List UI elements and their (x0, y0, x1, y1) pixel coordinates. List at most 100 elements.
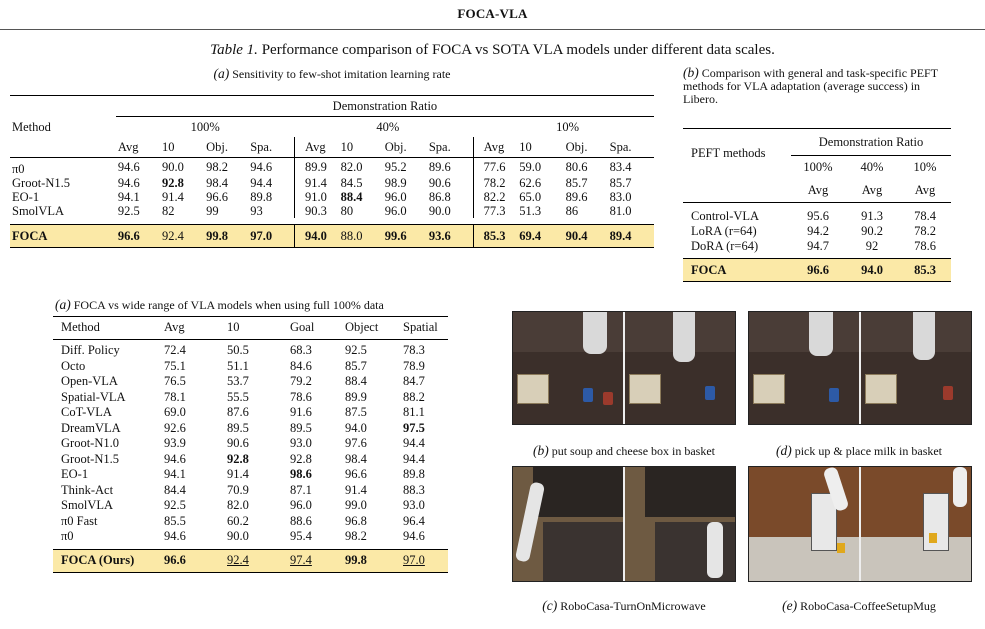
method-cell: EO-1 (61, 467, 89, 481)
value-cell: 65.0 (519, 190, 542, 204)
subcaption-b: (b) Comparison with general and task-spec… (683, 66, 973, 106)
value-cell: 55.5 (227, 389, 249, 404)
value-cell: 90.2 (861, 224, 883, 238)
column-header: Avg (164, 320, 185, 335)
column-header: 10 (340, 140, 354, 154)
value-cell: 86.8 (428, 190, 451, 204)
table-row: π0 Fast 85.5 60.2 88.6 96.8 96.4 (53, 514, 448, 530)
table-row: SmolVLA 92.5 82.0 96.0 99.0 93.0 (53, 498, 448, 514)
value-cell: 82.0 (340, 160, 363, 174)
mug-shape (837, 543, 845, 553)
value-cell: 69.4 (517, 224, 564, 248)
subcaption-text: Sensitivity to few-shot imitation learni… (232, 67, 451, 81)
value-cell: 50.5 (227, 343, 249, 357)
value-cell: 78.3 (403, 343, 425, 357)
table-row: EO-1 94.1 91.4 98.6 96.6 89.8 (53, 467, 448, 483)
value-cell: 92.5 (117, 204, 140, 218)
subcaption-text: FOCA vs wide range of VLA models when us… (73, 298, 384, 312)
value-cell: 92.8 (227, 451, 249, 466)
column-header: Spa. (428, 140, 451, 154)
figure-caption-e: (e) RoboCasa-CoffeeSetupMug (738, 598, 980, 614)
value-cell: 97.6 (345, 436, 367, 450)
value-cell: 96.0 (384, 204, 407, 218)
method-cell: Groot-N1.5 (12, 176, 70, 190)
value-cell: 98.9 (384, 176, 407, 190)
value-cell: 94.6 (164, 529, 186, 543)
value-cell: 92 (865, 239, 879, 253)
value-cell: 90.4 (563, 224, 608, 248)
value-cell: 93.0 (290, 436, 312, 450)
value-cell: 91.4 (161, 190, 184, 204)
value-cell: 89.6 (428, 160, 451, 174)
ratio-header: 100% (115, 116, 295, 137)
value-cell: 94.0 (345, 420, 367, 435)
value-cell: 89.8 (403, 467, 425, 481)
method-cell: FOCA (Ours) (53, 549, 156, 572)
value-cell: 87.6 (227, 405, 249, 419)
avg-header: Avg (807, 182, 829, 197)
value-cell: 72.4 (164, 343, 186, 357)
method-header: Method (12, 119, 51, 134)
robot-arm-shape (514, 481, 546, 563)
value-cell: 92.4 (159, 224, 205, 248)
method-cell: SmolVLA (61, 498, 114, 512)
table-row: LoRA (r=64) 94.2 90.2 78.2 (683, 224, 951, 239)
value-cell: 90.0 (161, 160, 184, 174)
demo-ratio-header: Demonstration Ratio (818, 134, 924, 149)
table-row: SmolVLA 92.5 82 99 93 90.3 80 96.0 90.0 77.3 51.3 8… (10, 204, 654, 218)
column-header: Obj. (565, 140, 588, 154)
value-cell: 91.6 (290, 405, 312, 419)
subcaption-text: Comparison with general and task-specifi… (701, 66, 939, 80)
figure-caption-text: RoboCasa-TurnOnMicrowave (560, 599, 706, 613)
value-cell: 94.6 (117, 160, 140, 174)
value-cell: 94.7 (807, 239, 829, 253)
column-header: Avg (293, 137, 339, 158)
can-shape (943, 386, 953, 400)
value-cell: 79.2 (290, 374, 312, 388)
method-cell: DreamVLA (61, 420, 121, 435)
value-cell: 90.0 (428, 204, 451, 218)
value-cell: 98.2 (206, 160, 228, 174)
value-cell: 91.0 (293, 190, 339, 204)
value-cell: 88.3 (403, 482, 425, 497)
column-header: 10 (519, 140, 532, 154)
column-header: Object (345, 320, 379, 335)
ratio-header: 40% (845, 155, 899, 178)
value-cell: 94.4 (403, 436, 425, 450)
value-cell: 97.0 (248, 224, 295, 248)
value-cell: 96.0 (384, 190, 407, 204)
figure-caption-text: RoboCasa-CoffeeSetupMug (800, 599, 936, 613)
column-header: Spatial (403, 320, 438, 335)
subcaption-tag: (a) (55, 297, 71, 312)
counter-shape (861, 537, 971, 581)
value-cell: 94.2 (807, 224, 829, 238)
column-header: Spa. (250, 140, 273, 154)
method-cell: Diff. Policy (61, 343, 120, 357)
value-cell: 84.4 (164, 482, 186, 497)
value-cell: 95.6 (807, 209, 829, 223)
value-cell: 96.0 (290, 498, 312, 512)
value-cell: 88.2 (403, 389, 425, 404)
can-shape (829, 388, 839, 402)
table-row: Diff. Policy 72.4 50.5 68.3 92.5 78.3 (53, 340, 448, 359)
column-header: Avg (472, 137, 518, 158)
robot-arm-shape (673, 312, 695, 362)
table-row: Think-Act 84.4 70.9 87.1 91.4 88.3 (53, 483, 448, 499)
value-cell: 69.0 (164, 405, 186, 419)
table-full-data-comparison: Method Avg 10 Goal Object Spatial Diff. Polic… (53, 316, 448, 573)
running-head: FOCA-VLA (457, 6, 528, 21)
value-cell: 89.6 (565, 190, 588, 204)
demo-ratio-header: Demonstration Ratio (332, 99, 438, 113)
value-cell: 99.0 (345, 498, 367, 512)
value-cell: 82 (161, 204, 175, 218)
value-cell: 94.4 (403, 451, 425, 466)
table-row: Open-VLA 76.5 53.7 79.2 88.4 84.7 (53, 374, 448, 390)
value-cell: 96.8 (345, 513, 367, 528)
value-cell: 94.4 (250, 176, 273, 190)
value-cell: 78.6 (290, 389, 312, 404)
subcaption-a-top: (a) Sensitivity to few-shot imitation lea… (0, 66, 664, 82)
figure-coffee-setup-mug (748, 466, 972, 582)
value-cell: 94.6 (164, 451, 186, 466)
value-cell: 89.5 (290, 420, 312, 435)
method-cell: Octo (61, 358, 86, 373)
